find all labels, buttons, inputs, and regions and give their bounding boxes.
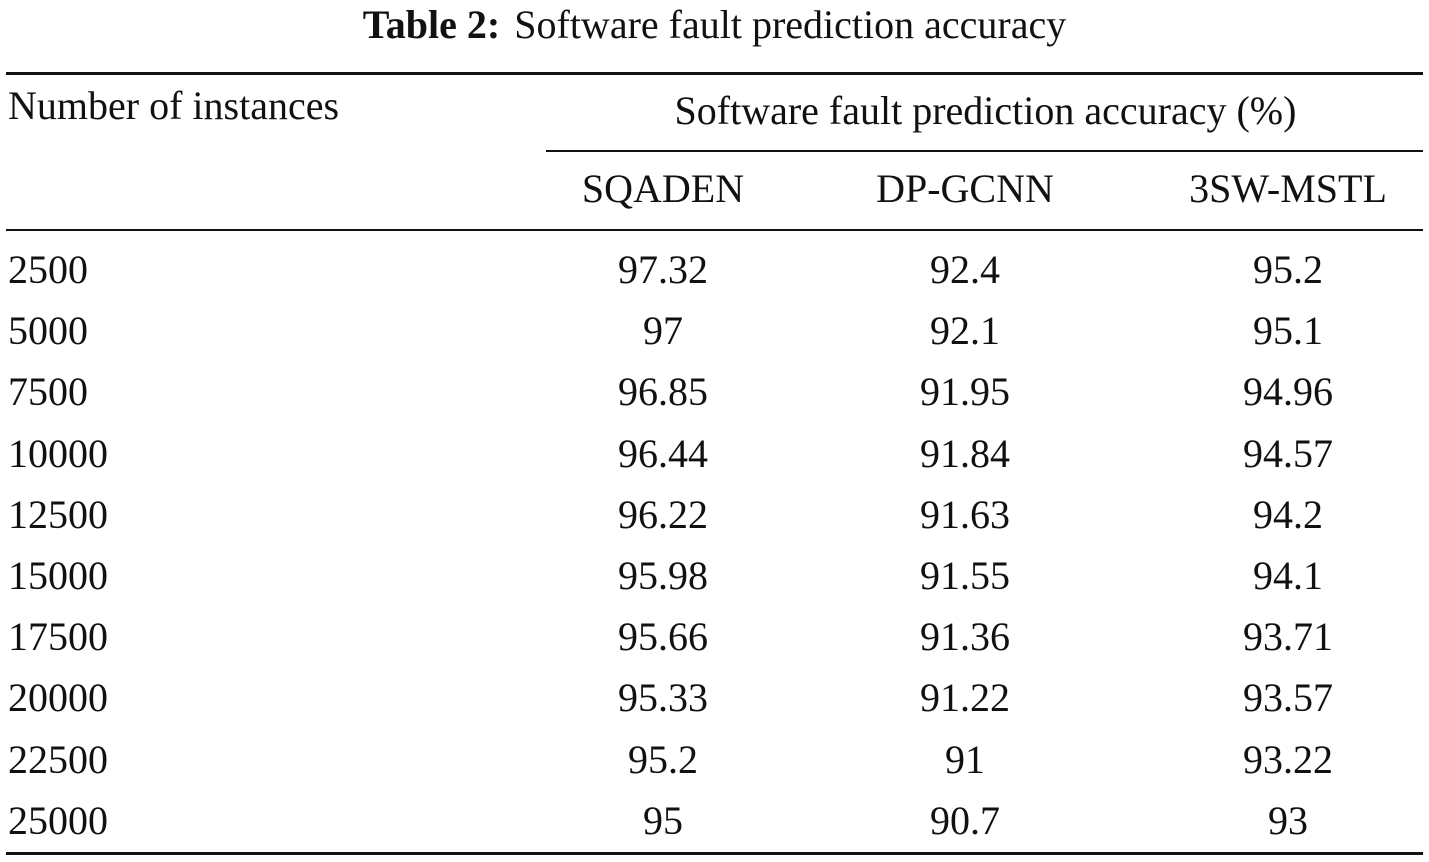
3sw-mstl-cell: 94.2 <box>1253 491 1323 537</box>
3sw-mstl-cell: 93 <box>1268 797 1308 843</box>
group-header: Software fault prediction accuracy (%) <box>674 88 1297 133</box>
3sw-mstl-cell: 93.22 <box>1243 736 1333 782</box>
sqaden-cell: 95 <box>643 797 683 843</box>
3sw-mstl-cell: 95.2 <box>1253 247 1323 292</box>
sqaden-cell: 97 <box>643 308 683 354</box>
dp-gcnn-cell: 91.36 <box>920 614 1010 660</box>
sqaden-cell: 95.98 <box>618 552 708 598</box>
instances-cell: 17500 <box>8 614 108 660</box>
sqaden-cell: 95.33 <box>618 675 708 721</box>
3sw-mstl-cell: 94.57 <box>1243 430 1333 476</box>
instances-cell: 2500 <box>8 247 88 292</box>
3sw-mstl-cell: 94.96 <box>1243 369 1333 415</box>
sqaden-cell: 95.2 <box>628 736 698 782</box>
table-row: 7500 96.85 91.95 94.96 <box>0 369 1429 430</box>
table-row: 17500 95.66 91.36 93.71 <box>0 614 1429 675</box>
dp-gcnn-cell: 91.95 <box>920 369 1010 415</box>
3sw-mstl-cell: 93.57 <box>1243 675 1333 721</box>
table-row: 25000 95 90.7 93 <box>0 798 1429 859</box>
instances-cell: 7500 <box>8 369 88 415</box>
table-caption: Table 2: Software fault prediction accura… <box>0 2 1429 48</box>
table-row: 2500 97.32 92.4 95.2 <box>0 247 1429 308</box>
header-rule <box>6 229 1423 231</box>
instances-cell: 25000 <box>8 797 108 843</box>
table-row: 20000 95.33 91.22 93.57 <box>0 675 1429 736</box>
table-caption-label: Table 2: <box>362 2 501 47</box>
dp-gcnn-cell: 90.7 <box>930 797 1000 843</box>
dp-gcnn-cell: 91.84 <box>920 430 1010 476</box>
sqaden-cell: 96.44 <box>618 430 708 476</box>
dp-gcnn-cell: 91.22 <box>920 675 1010 721</box>
dp-gcnn-cell: 91 <box>945 736 985 782</box>
dp-gcnn-cell: 91.55 <box>920 552 1010 598</box>
instances-cell: 20000 <box>8 675 108 721</box>
column-header-3sw-mstl: 3SW-MSTL <box>1189 166 1387 211</box>
3sw-mstl-cell: 95.1 <box>1253 308 1323 354</box>
group-rule <box>546 150 1423 152</box>
table-row: 15000 95.98 91.55 94.1 <box>0 553 1429 614</box>
bottom-rule <box>6 852 1423 855</box>
table-row: 12500 96.22 91.63 94.2 <box>0 492 1429 553</box>
sqaden-cell: 96.85 <box>618 369 708 415</box>
instances-cell: 15000 <box>8 552 108 598</box>
3sw-mstl-cell: 94.1 <box>1253 552 1323 598</box>
sqaden-cell: 95.66 <box>618 614 708 660</box>
instances-cell: 12500 <box>8 491 108 537</box>
instances-cell: 5000 <box>8 308 88 354</box>
dp-gcnn-cell: 92.4 <box>930 247 1000 292</box>
3sw-mstl-cell: 93.71 <box>1243 614 1333 660</box>
column-header-dp-gcnn: DP-GCNN <box>876 166 1054 211</box>
column-header-sqaden: SQADEN <box>581 166 745 211</box>
table-row: 22500 95.2 91 93.22 <box>0 737 1429 798</box>
dp-gcnn-cell: 92.1 <box>930 308 1000 354</box>
table-body: 2500 97.32 92.4 95.2 5000 97 92.1 95.1 7… <box>0 247 1429 859</box>
instances-cell: 22500 <box>8 736 108 782</box>
row-header: Number of instances <box>8 83 340 128</box>
table-row: 10000 96.44 91.84 94.57 <box>0 431 1429 492</box>
instances-cell: 10000 <box>8 430 108 476</box>
table-caption-text: Software fault prediction accuracy <box>514 2 1067 47</box>
sqaden-cell: 97.32 <box>618 247 708 292</box>
top-rule <box>6 72 1423 75</box>
sqaden-cell: 96.22 <box>618 491 708 537</box>
dp-gcnn-cell: 91.63 <box>920 491 1010 537</box>
table-row: 5000 97 92.1 95.1 <box>0 308 1429 369</box>
